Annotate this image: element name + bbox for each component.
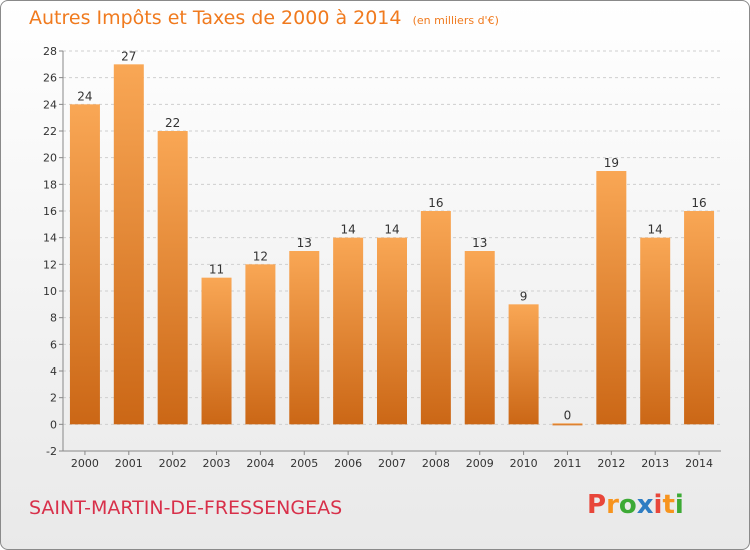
bar	[684, 211, 715, 425]
chart-title-block: Autres Impôts et Taxes de 2000 à 2014 (e…	[29, 7, 499, 29]
x-tick-label: 2013	[641, 457, 669, 470]
bar	[245, 264, 276, 425]
data-label: 12	[253, 249, 268, 263]
x-tick-label: 2014	[685, 457, 713, 470]
bar	[69, 104, 100, 425]
logo-letter: i	[674, 490, 684, 520]
data-label: 24	[77, 89, 92, 103]
data-label: 9	[520, 289, 528, 303]
x-tick-label: 2001	[115, 457, 143, 470]
data-label: 14	[648, 223, 663, 237]
y-tick-label: 28	[43, 45, 57, 58]
bar	[333, 237, 364, 425]
y-tick-label: 22	[43, 125, 57, 138]
y-tick-label: -2	[46, 445, 57, 458]
y-tick-label: 18	[43, 178, 57, 191]
y-tick-label: 14	[43, 232, 57, 245]
bar	[508, 304, 539, 425]
bar	[596, 171, 627, 425]
chart-title: Autres Impôts et Taxes de 2000 à 2014	[29, 7, 402, 29]
x-tick-label: 2010	[510, 457, 538, 470]
x-tick-label: 2007	[378, 457, 406, 470]
y-tick-label: 12	[43, 258, 57, 271]
data-label: 14	[384, 223, 399, 237]
data-label: 19	[604, 156, 619, 170]
y-tick-label: 0	[50, 418, 57, 431]
x-tick-label: 2012	[597, 457, 625, 470]
bars	[69, 64, 715, 426]
x-tick-label: 2003	[203, 457, 231, 470]
data-label: 11	[209, 263, 224, 277]
bar	[201, 277, 232, 425]
y-tick-label: 26	[43, 72, 57, 85]
logo-letter: x	[636, 490, 654, 520]
bar	[420, 211, 451, 425]
bar	[464, 251, 495, 425]
y-tick-label: 6	[50, 338, 57, 351]
x-tick-label: 2006	[334, 457, 362, 470]
data-label: 13	[297, 236, 312, 250]
chart-subtitle: (en milliers d'€)	[412, 14, 499, 27]
y-tick-label: 2	[50, 392, 57, 405]
bar	[289, 251, 320, 425]
y-tick-label: 8	[50, 312, 57, 325]
x-tick-label: 2009	[466, 457, 494, 470]
x-tick-label: 2002	[159, 457, 187, 470]
bar	[377, 237, 407, 425]
bar	[157, 131, 188, 425]
logo-letter: P	[587, 490, 607, 520]
commune-name: SAINT-MARTIN-DE-FRESSENGEAS	[29, 497, 343, 519]
data-label: 16	[691, 196, 706, 210]
x-tick-label: 2000	[71, 457, 99, 470]
x-tick-label: 2008	[422, 457, 450, 470]
proxiti-logo: Proxiti	[587, 490, 684, 520]
logo-letter: i	[653, 490, 663, 520]
data-labels: 24 27 22 11 12 13 14 14 16 13 9 0 19 14 16	[77, 49, 706, 422]
x-tick-label: 2011	[553, 457, 581, 470]
bar	[113, 64, 144, 425]
data-label: 14	[340, 223, 355, 237]
data-label: 27	[121, 49, 136, 63]
y-tick-label: 10	[43, 285, 57, 298]
x-tick-label: 2004	[246, 457, 274, 470]
logo-letter: r	[606, 490, 619, 520]
bar	[552, 423, 583, 426]
y-tick-label: 16	[43, 205, 57, 218]
y-tick-label: 4	[50, 365, 57, 378]
x-tick-label: 2005	[290, 457, 318, 470]
data-label: 0	[564, 408, 572, 422]
data-label: 22	[165, 116, 180, 130]
logo-letter: o	[618, 490, 637, 520]
bar	[640, 237, 671, 425]
y-tick-label: 24	[43, 98, 57, 111]
logo-letter: t	[662, 490, 675, 520]
data-label: 16	[428, 196, 443, 210]
y-tick-label: 20	[43, 152, 57, 165]
data-label: 13	[472, 236, 487, 250]
